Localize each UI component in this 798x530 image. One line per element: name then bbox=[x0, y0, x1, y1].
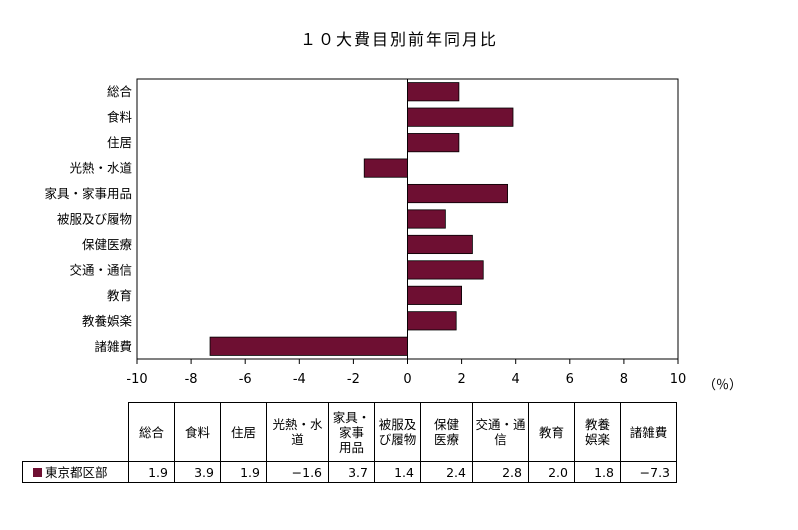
table-header-text: 家具・ bbox=[332, 409, 371, 425]
table-header-text: 信 bbox=[494, 432, 507, 447]
x-tick-label: 4 bbox=[512, 372, 520, 387]
category-label: 家具・家事用品 bbox=[44, 186, 132, 201]
table-value-cell: −7.3 bbox=[620, 461, 677, 483]
table-header-text: 教育 bbox=[538, 424, 564, 440]
table-header-cell: 家具・ 家事 用品 bbox=[328, 402, 375, 462]
table-header-text: 教養 bbox=[584, 417, 610, 432]
table-value-cell: −1.6 bbox=[266, 461, 329, 483]
category-label: 交通・通信 bbox=[69, 262, 132, 277]
bar-3 bbox=[363, 158, 408, 178]
unit-label: （％） bbox=[703, 378, 742, 393]
category-label: 住居 bbox=[107, 135, 132, 150]
table-header-cell: 交通・通信 bbox=[472, 402, 529, 462]
table-value-cell: 2.4 bbox=[420, 461, 473, 483]
x-tick-label: 0 bbox=[403, 372, 411, 387]
table-header-text: 道 bbox=[291, 432, 304, 447]
bar-7 bbox=[407, 260, 484, 280]
table-header-cell: 保健 医療 bbox=[420, 402, 473, 462]
table-header-text: 用品 bbox=[338, 439, 364, 455]
bar-5 bbox=[407, 209, 446, 229]
bar-9 bbox=[407, 311, 457, 331]
table-header-cell: 住居 bbox=[220, 402, 267, 462]
table-value-cell: 3.9 bbox=[174, 461, 221, 483]
table-header-text: 被服及 bbox=[378, 417, 417, 432]
table-header-text: 娯楽 bbox=[584, 432, 610, 447]
bar-8 bbox=[407, 285, 462, 305]
category-label: 光熱・水道 bbox=[69, 161, 132, 176]
table-header-text: 諸雑費 bbox=[629, 424, 668, 440]
x-tick-label: -4 bbox=[293, 372, 306, 387]
bar-4 bbox=[407, 183, 508, 204]
table-header-cell: 光熱・水道 bbox=[266, 402, 329, 462]
table-corner-cell bbox=[22, 402, 129, 462]
bar-1 bbox=[407, 107, 514, 127]
x-tick-label: -8 bbox=[185, 372, 198, 387]
category-label: 食料 bbox=[107, 110, 133, 125]
table-header-text: 光熱・水 bbox=[272, 417, 323, 432]
bar-6 bbox=[407, 234, 473, 255]
table-header-text: 保健 bbox=[433, 417, 459, 432]
table-header-cell: 教育 bbox=[528, 402, 575, 462]
table-header-cell: 教養 娯楽 bbox=[574, 402, 621, 462]
x-tick-label: 6 bbox=[566, 372, 574, 387]
x-tick-label: -2 bbox=[347, 372, 360, 387]
chart-title: １０大費目別前年同月比 bbox=[299, 30, 498, 49]
table-value-cell: 1.8 bbox=[574, 461, 621, 483]
category-label: 教養娯楽 bbox=[82, 313, 133, 328]
bar-0 bbox=[407, 82, 460, 102]
table-header-cell: 被服及 び履物 bbox=[374, 402, 421, 462]
x-tick-label: -10 bbox=[126, 372, 147, 387]
table-header-cell: 食料 bbox=[174, 402, 221, 462]
category-label: 諸雑費 bbox=[94, 339, 132, 354]
x-tick-label: -6 bbox=[239, 372, 252, 387]
table-header-cell: 総合 bbox=[128, 402, 175, 462]
table-header-text: 食料 bbox=[184, 424, 210, 440]
category-label: 被服及び履物 bbox=[57, 212, 132, 227]
category-label: 保健医療 bbox=[82, 237, 133, 252]
data-table: 総合 食料 住居 光熱・水道家具・ 家事 用品 被服及 び履物 保健 医療 交通・通信教育 教養 娯楽諸… bbox=[22, 402, 677, 483]
table-value-cell: 1.9 bbox=[220, 461, 267, 483]
table-value-cell: 2.8 bbox=[472, 461, 529, 483]
table-header-text: 総合 bbox=[138, 424, 164, 440]
row-label: 東京都区部 bbox=[45, 464, 108, 480]
table-value-cell: 3.7 bbox=[328, 461, 375, 483]
bar-chart: 総合食料住居光熱・水道家具・家事用品被服及び履物保健医療交通・通信教育教養娯楽諸… bbox=[44, 78, 742, 393]
table-value-cell: 1.9 bbox=[128, 461, 175, 483]
table-header-text: 交通・通 bbox=[475, 417, 526, 432]
table-header-text: 住居 bbox=[230, 424, 256, 440]
x-tick-label: 10 bbox=[670, 372, 687, 387]
bar-10 bbox=[209, 336, 408, 356]
table-header-text: 家事 bbox=[338, 424, 364, 440]
table-header-row: 総合 食料 住居 光熱・水道家具・ 家事 用品 被服及 び履物 保健 医療 交通・通信教育 教養 娯楽諸… bbox=[22, 402, 677, 462]
category-label: 総合 bbox=[107, 84, 133, 99]
table-value-cell: 1.4 bbox=[374, 461, 421, 483]
x-tick-label: 2 bbox=[457, 372, 465, 387]
category-label: 教育 bbox=[107, 288, 132, 303]
row-label-cell: 東京都区部 bbox=[22, 461, 129, 483]
table-row: 東京都区部 1.9 3.9 1.9 −1.6 3.7 1.4 2.4 2.8 2.0 1.8 −7.… bbox=[22, 461, 677, 483]
legend-swatch bbox=[33, 467, 42, 477]
table-header-cell: 諸雑費 bbox=[620, 402, 677, 462]
bar-2 bbox=[407, 133, 460, 153]
x-tick-label: 8 bbox=[620, 372, 628, 387]
table-header-text: 医療 bbox=[433, 432, 459, 447]
table-header-text: び履物 bbox=[378, 432, 417, 447]
table-value-cell: 2.0 bbox=[528, 461, 575, 483]
